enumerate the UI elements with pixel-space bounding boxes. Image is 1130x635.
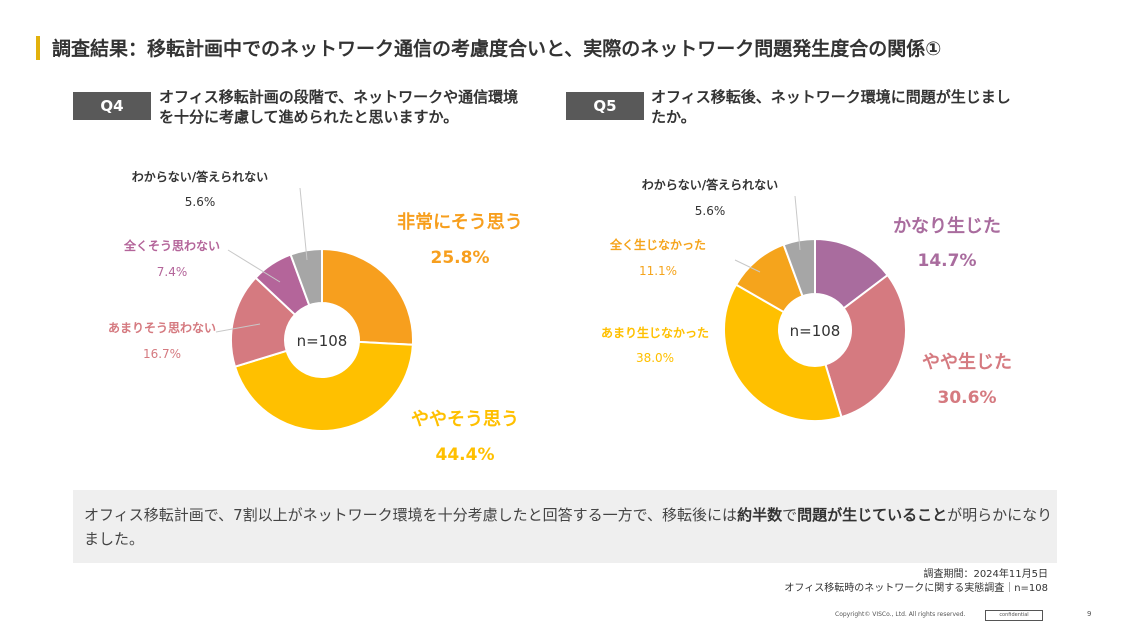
slice-name-label: かなり生じた	[893, 215, 1001, 237]
slice-value-label: 44.4%	[436, 445, 495, 465]
slice-name-label: 非常にそう思う	[397, 211, 523, 233]
slice-0	[321, 247, 414, 346]
q5-question-line2: たか。	[651, 108, 696, 126]
slice-name-label: あまりそう思わない	[108, 321, 216, 335]
copyright: Copyright© VISCo., Ltd. All rights reser…	[835, 611, 966, 618]
q4-badge: Q4	[73, 92, 151, 120]
slice-1	[233, 340, 414, 432]
source-note: 調査期間：2024年11月5日 オフィス移転時のネットワークに関する実態調査｜n…	[784, 568, 1048, 596]
q5-question-line1: オフィス移転後、ネットワーク環境に問題が生じまし	[651, 88, 1011, 106]
donut-chart-q5: かなり生じた 14.7% やや生じた 30.6% あまり生じなかった 38.0% 全く生じな…	[601, 177, 1012, 422]
source-period: 調査期間：2024年11月5日	[923, 569, 1048, 580]
slice-name-label: わからない/答えられない	[132, 169, 268, 184]
slice-value-label: 16.7%	[143, 347, 181, 361]
summary-part2: で	[782, 506, 798, 524]
slice-value-label: 5.6%	[695, 204, 726, 218]
slice-value-label: 11.1%	[639, 264, 677, 278]
page-title: 調査結果：移転計画中でのネットワーク通信の考慮度合いと、実際のネットワーク問題発…	[52, 38, 942, 60]
center-label: n=108	[297, 332, 348, 350]
slice-value-label: 7.4%	[157, 265, 188, 279]
summary-bold1: 約半数	[737, 506, 783, 524]
leader-line	[734, 259, 761, 273]
leader-line	[794, 195, 801, 251]
q4-question: オフィス移転計画の段階で、ネットワークや通信環境 を十分に考慮して進められたと思…	[159, 87, 518, 127]
center-label: n=108	[790, 322, 841, 340]
summary-text: オフィス移転計画で、7割以上がネットワーク環境を十分考慮したと回答する一方で、移…	[84, 503, 1054, 551]
q4-question-line2: を十分に考慮して進められたと思いますか。	[159, 108, 459, 126]
q4-question-line1: オフィス移転計画の段階で、ネットワークや通信環境	[159, 88, 519, 106]
q5-badge: Q5	[566, 92, 644, 120]
leader-line	[215, 323, 261, 333]
q5-question: オフィス移転後、ネットワーク環境に問題が生じまし たか。	[651, 87, 1011, 127]
slice-name-label: 全く生じなかった	[609, 237, 706, 252]
slice-value-label: 38.0%	[636, 351, 674, 365]
donut-charts: 非常にそう思う 25.8% ややそう思う 44.4% あまりそう思わない 16.7% 全くそ…	[108, 169, 1012, 465]
slice-2	[723, 283, 843, 422]
slice-name-label: わからない/答えられない	[642, 177, 778, 192]
slice-name-label: あまり生じなかった	[601, 325, 709, 340]
confidential-badge: confidential	[985, 610, 1043, 621]
source-survey: オフィス移転時のネットワークに関する実態調査｜n=108	[784, 583, 1048, 594]
title-accent-bar	[36, 36, 40, 60]
slice-value-label: 25.8%	[431, 248, 490, 268]
slice-4	[782, 237, 816, 298]
leader-line	[227, 249, 281, 283]
slice-value-label: 5.6%	[185, 195, 216, 209]
slice-name-label: 全くそう思わない	[123, 238, 220, 253]
summary-bold2: 問題が生じていること	[797, 506, 948, 524]
slice-4	[289, 247, 323, 307]
page-number: 9	[1087, 610, 1092, 618]
donut-chart-q4: 非常にそう思う 25.8% ややそう思う 44.4% あまりそう思わない 16.7% 全くそ…	[108, 169, 523, 465]
slice-1	[824, 273, 907, 419]
slice-value-label: 30.6%	[938, 388, 997, 408]
summary-part3: が明らかになりました。	[84, 506, 1053, 548]
slice-name-label: やや生じた	[922, 351, 1012, 373]
slice-name-label: ややそう思う	[411, 409, 519, 430]
leader-line	[299, 187, 308, 261]
slice-value-label: 14.7%	[918, 251, 977, 271]
summary-box	[73, 490, 1057, 563]
summary-part1: オフィス移転計画で、7割以上がネットワーク環境を十分考慮したと回答する一方で、移…	[84, 506, 738, 524]
